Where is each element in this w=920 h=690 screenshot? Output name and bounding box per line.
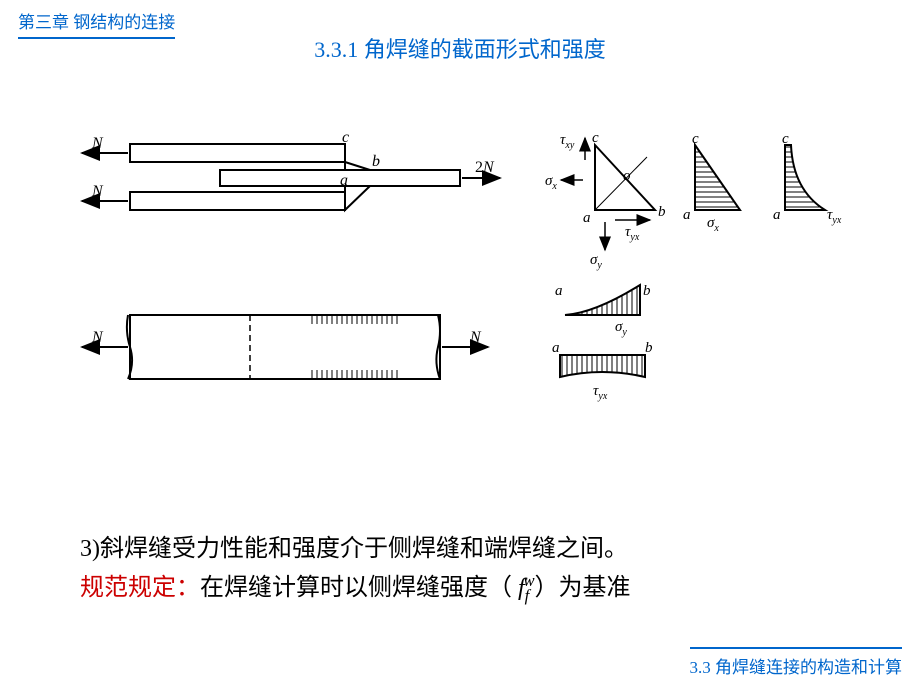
svg-text:N: N	[91, 135, 104, 152]
svg-text:σy: σy	[615, 319, 627, 338]
diagrams-svg: c b a N N 2N N N c b a o τx	[70, 130, 860, 410]
svg-text:τyx: τyx	[827, 207, 842, 226]
svg-text:c: c	[342, 130, 349, 146]
svg-text:b: b	[658, 204, 666, 220]
svg-text:τyx: τyx	[593, 383, 608, 402]
svg-text:τxy: τxy	[560, 132, 575, 151]
body-line1: 3)斜焊缝受力性能和强度介于侧焊缝和端焊缝之间。	[80, 530, 631, 568]
svg-text:a: a	[683, 207, 691, 223]
svg-text:a: a	[583, 210, 591, 226]
svg-text:b: b	[643, 283, 651, 299]
diagram-bottom-joint: N N	[82, 315, 488, 379]
section-title-text: 3.3.1 角焊缝的截面形式和强度	[314, 37, 606, 62]
svg-text:N: N	[91, 329, 104, 346]
body-line2: 规范规定：在焊缝计算时以侧焊缝强度（ ffw）为基准	[80, 568, 631, 610]
section-footer: 3.3 角焊缝连接的构造和计算	[690, 647, 903, 678]
rule-before: 在焊缝计算时以侧焊缝强度（	[200, 575, 512, 601]
svg-text:a: a	[773, 207, 781, 223]
svg-text:σx: σx	[707, 215, 719, 234]
svg-text:o: o	[623, 168, 631, 184]
svg-text:σx: σx	[545, 173, 557, 192]
section-footer-text: 3.3 角焊缝连接的构造和计算	[690, 658, 903, 677]
svg-text:a: a	[555, 283, 563, 299]
body-text: 3)斜焊缝受力性能和强度介于侧焊缝和端焊缝之间。 规范规定：在焊缝计算时以侧焊缝…	[80, 530, 631, 610]
svg-text:c: c	[692, 131, 699, 147]
svg-text:c: c	[782, 131, 789, 147]
rule-after: ）为基准	[535, 575, 631, 601]
svg-text:a: a	[340, 172, 348, 189]
rule-label: 规范规定：	[80, 575, 200, 601]
diagram-top-joint: c b a N N 2N	[82, 130, 500, 210]
diagram-area: c b a N N 2N N N c b a o τx	[70, 130, 860, 410]
svg-text:σy: σy	[590, 252, 602, 271]
svg-text:b: b	[372, 153, 380, 170]
chapter-header-text: 第三章 钢结构的连接	[18, 13, 175, 32]
svg-text:N: N	[91, 183, 104, 200]
svg-text:τyx: τyx	[625, 224, 640, 243]
formula: ffw	[512, 575, 535, 601]
section-title: 3.3.1 角焊缝的截面形式和强度	[0, 32, 920, 64]
svg-text:c: c	[592, 130, 599, 146]
diagram-sigma-y-dist: a b σy	[555, 283, 651, 338]
svg-text:2N: 2N	[475, 159, 495, 176]
svg-text:N: N	[469, 329, 482, 346]
diagram-stress-element: c b a o τxy σx τyx σy	[545, 130, 666, 271]
svg-text:b: b	[645, 340, 653, 356]
diagram-tau-yx-horiz: a b τyx	[552, 340, 653, 402]
svg-text:a: a	[552, 340, 560, 356]
diagram-sigma-x-dist: c a σx	[683, 131, 740, 234]
diagram-tau-yx-dist: c a τyx	[773, 131, 842, 226]
